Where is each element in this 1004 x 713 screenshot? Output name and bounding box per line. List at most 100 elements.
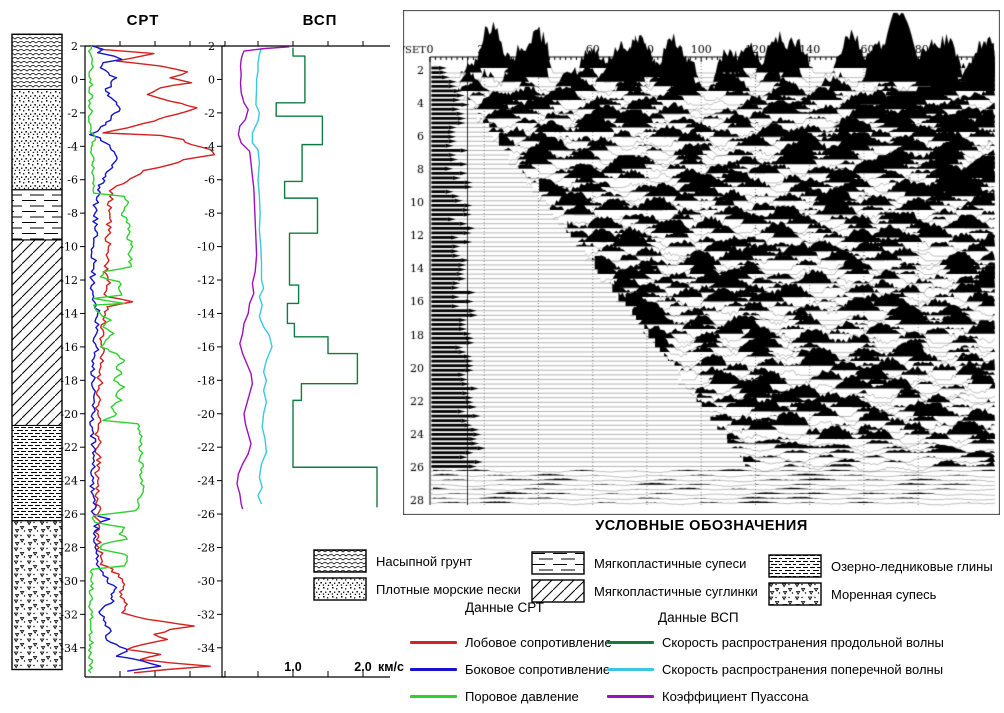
- legend-label: Насыпной грунт: [376, 553, 473, 569]
- lithology-section-sandyloam: [11, 189, 63, 241]
- depth-tick-label: -6: [204, 174, 215, 187]
- depth-tick-label: -8: [67, 207, 78, 220]
- legend-line-s-velocity: Скорость распространения поперечной волн…: [607, 662, 943, 677]
- depth-tick-label: 0: [208, 73, 215, 86]
- depth-tick-label: -28: [197, 541, 215, 554]
- legend-label: Скорость распространения продольной волн…: [662, 635, 944, 650]
- legend-label: Моренная супесь: [831, 586, 937, 602]
- depth-tick-label: -34: [197, 642, 215, 655]
- depth-tick-label: -6: [67, 174, 78, 187]
- velocity-tick-label: 2.0: [354, 660, 371, 674]
- legend-line-tip-resistance: Лобовое сопротивление: [410, 635, 612, 650]
- legend-label: Мягкопластичные суглинки: [594, 583, 758, 599]
- depth-tick-label: -14: [60, 307, 78, 320]
- glacial-clay-pattern-swatch: [768, 554, 822, 578]
- vsp-group-title: Данные ВСП: [658, 610, 739, 625]
- depth-tick-label: -16: [197, 341, 215, 354]
- depth-tick-label: -24: [197, 475, 215, 488]
- lithology-section-clay: [11, 424, 63, 522]
- green-line-sample: [410, 695, 457, 698]
- red-line-sample: [410, 641, 457, 644]
- depth-tick-label: -4: [67, 140, 78, 153]
- legend-line-pore-pressure: Поровое давление: [410, 689, 579, 704]
- series-Скорость распространения продольной волны: [275, 47, 378, 508]
- depth-tick-label: -32: [60, 608, 78, 621]
- legend-label: Лобовое сопротивление: [465, 635, 612, 650]
- legend-item-sandy-loam: Мягкопластичные супеси: [531, 551, 746, 575]
- series-Скорость распространения поперечной волны: [251, 47, 273, 505]
- depth-tick-label: -26: [197, 508, 215, 521]
- cpt-group-title: Данные СРТ: [465, 600, 544, 615]
- marine-sand-pattern-swatch: [313, 577, 367, 601]
- depth-tick-label: -12: [197, 274, 215, 287]
- velocity-tick-label: 1.0: [284, 660, 301, 674]
- cpt-title: СРТ: [126, 12, 160, 29]
- depth-tick-label: -28: [60, 541, 78, 554]
- depth-tick-label: -2: [204, 107, 215, 120]
- depth-tick-label: -26: [60, 508, 78, 521]
- depth-tick-label: -18: [60, 374, 78, 387]
- series-Поровое давление: [87, 45, 145, 674]
- vsp-title: ВСП: [302, 12, 338, 29]
- depth-tick-label: -20: [197, 408, 215, 421]
- legend-item-loam: Мягкопластичные суглинки: [531, 579, 758, 603]
- cpt-chart: 20-2-4-6-8-10-12-14-16-18-20-22-24-26-28…: [60, 40, 226, 678]
- legend-line-poisson: Коэффициент Пуассона: [607, 689, 809, 704]
- depth-tick-label: 0: [71, 73, 78, 86]
- depth-tick-label: -14: [197, 307, 215, 320]
- depth-tick-label: -16: [60, 341, 78, 354]
- legend-item-moraine: Моренная супесь: [768, 582, 936, 606]
- loam-pattern-swatch: [531, 579, 585, 603]
- depth-tick-label: -32: [197, 608, 215, 621]
- depth-tick-label: -30: [60, 575, 78, 588]
- legend-label: Плотные морские пески: [376, 581, 521, 597]
- legend-label: Коэффициент Пуассона: [662, 689, 809, 704]
- legend-item-marine-sand: Плотные морские пески: [313, 577, 521, 601]
- depth-tick-label: -34: [60, 642, 78, 655]
- legend-line-side-resistance: Боковое сопротивление: [410, 662, 610, 677]
- depth-tick-label: -2: [67, 107, 78, 120]
- seismic-wiggle-canvas: [403, 10, 1000, 515]
- series-Лобовое сопротивление: [93, 45, 216, 674]
- legend-title: УСЛОВНЫЕ ОБОЗНАЧЕНИЯ: [595, 518, 808, 534]
- legend-item-glacial-clay: Озерно-ледниковые глины: [768, 554, 993, 578]
- legend-label: Озерно-ледниковые глины: [831, 558, 993, 574]
- lithology-section-fill: [11, 33, 63, 90]
- moraine-pattern-swatch: [768, 582, 822, 606]
- legend-label: Мягкопластичные супеси: [594, 555, 747, 571]
- lithology-section-sand: [11, 88, 63, 191]
- depth-tick-label: -10: [60, 241, 78, 254]
- legend-label: Боковое сопротивление: [465, 662, 611, 677]
- lithology-section-loam: [11, 239, 63, 426]
- fill-ground-pattern-swatch: [313, 549, 367, 573]
- lithology-frame: [11, 33, 63, 671]
- cyan-line-sample: [607, 668, 654, 671]
- depth-tick-label: -30: [197, 575, 215, 588]
- legend-line-p-velocity: Скорость распространения продольной волн…: [607, 635, 944, 650]
- depth-tick-label: -24: [60, 475, 78, 488]
- blue-line-sample: [410, 668, 457, 671]
- lithology-section-moraine: [11, 520, 63, 671]
- darkgreen-line-sample: [607, 641, 654, 644]
- legend-label: Скорость распространения поперечной волн…: [662, 662, 944, 677]
- vsp-chart: 2 0 -2 -4 -6 -8 -10 -12 -14 -16 -18 -20 -22 -24 -26 -28…: [197, 40, 404, 678]
- velocity-unit-label: км/с: [378, 660, 404, 674]
- depth-tick-label: -10: [197, 241, 215, 254]
- legend-label: Поровое давление: [465, 689, 579, 704]
- series-Коэффициент Пуассона: [236, 46, 290, 510]
- purple-line-sample: [607, 695, 654, 698]
- sandy-loam-pattern-swatch: [531, 551, 585, 575]
- depth-tick-label: -22: [60, 441, 78, 454]
- depth-tick-label: -22: [197, 441, 215, 454]
- legend-item-fill-ground: Насыпной грунт: [313, 549, 472, 573]
- depth-tick-label: 2: [71, 40, 78, 53]
- depth-tick-label: -12: [60, 274, 78, 287]
- depth-tick-label: -4: [204, 140, 215, 153]
- depth-tick-label: -20: [60, 408, 78, 421]
- series-Боковое сопротивление: [88, 45, 162, 672]
- depth-tick-label: -18: [197, 374, 215, 387]
- seismic-section: [403, 10, 1000, 515]
- lithology-column: [11, 33, 63, 671]
